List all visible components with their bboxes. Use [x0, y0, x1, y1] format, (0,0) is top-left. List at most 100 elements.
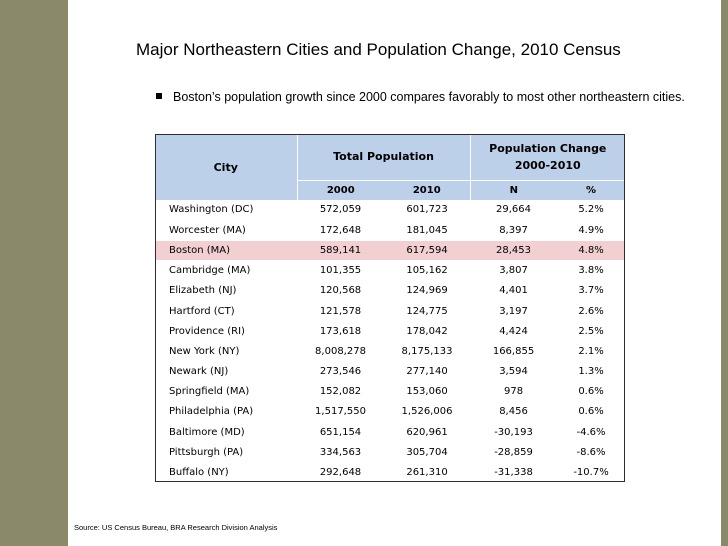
- change-n-cell: 4,424: [470, 320, 558, 342]
- change-pct-cell: 4.8%: [557, 239, 626, 261]
- change-pct-cell: 3.7%: [557, 280, 626, 301]
- population-2010-cell: 8,175,133: [384, 340, 471, 362]
- change-n-cell: 28,453: [470, 239, 558, 261]
- change-pct-cell: 0.6%: [557, 401, 626, 423]
- change-n-cell: 29,664: [496, 204, 532, 216]
- population-2000-cell: 152,082: [297, 381, 384, 402]
- change-pct-cell: 2.5%: [557, 320, 626, 342]
- population-2010-cell: 617,594: [384, 239, 471, 261]
- change-n-cell: 8,397: [470, 219, 558, 241]
- bullet-text: Boston’s population growth since 2000 co…: [173, 90, 685, 104]
- population-2000-cell: 101,355: [297, 260, 384, 281]
- population-2000-cell: 651,154: [297, 421, 384, 443]
- change-n-cell: 8,456: [470, 401, 558, 423]
- table-row: Boston (MA) 589,141 617,594 28,453 4.8%: [155, 239, 626, 261]
- change-pct-cell: 3.8%: [557, 260, 626, 281]
- table-row: New York (NY) 8,008,278 8,175,133 166,855 2.…: [155, 340, 626, 362]
- population-2010-cell: 153,060: [384, 381, 471, 402]
- change-n-header: N: [469, 179, 558, 200]
- city-cell: Springfield (MA): [155, 381, 297, 402]
- population-change-period: 2000-2010: [514, 158, 581, 172]
- city-cell: Buffalo (NY): [155, 461, 297, 483]
- city-cell: Providence (RI): [155, 320, 297, 342]
- table-row: Providence (RI) 173,618 178,042 4,424 2.5%: [155, 320, 626, 342]
- population-2000-cell: 572,059: [319, 204, 362, 216]
- slide-title: Major Northeastern Cities and Population…: [136, 40, 621, 59]
- population-2000-cell: 273,546: [297, 360, 384, 382]
- population-2010-cell: 305,704: [384, 441, 471, 463]
- population-2000-cell: 120,568: [297, 280, 384, 301]
- change-pct-cell: 5.2%: [578, 204, 604, 216]
- table-header: City Total Population Population Change …: [155, 134, 626, 200]
- table-row: Philadelphia (PA) 1,517,550 1,526,006 8,456…: [155, 401, 626, 423]
- table-row: Pittsburgh (PA) 334,563 305,704 -28,859 -8.6…: [155, 441, 626, 463]
- change-n-cell: 978: [470, 381, 558, 402]
- table-row: Newark (NJ) 273,546 277,140 3,594 1.3%: [155, 360, 626, 382]
- city-column-header: City: [213, 160, 238, 174]
- population-2010-cell: 261,310: [384, 461, 471, 483]
- population-2000-cell: 8,008,278: [297, 340, 384, 362]
- year-2010-header: 2010: [384, 179, 471, 200]
- change-pct-cell: 4.9%: [557, 219, 626, 241]
- table-body: Washington (DC) 572,059 601,723 29,664 5.2% W…: [155, 200, 626, 483]
- population-2010-cell: 178,042: [384, 320, 471, 342]
- year-2000-header: 2000: [296, 179, 384, 200]
- change-pct-cell: -8.6%: [557, 441, 626, 463]
- population-2000-cell: 334,563: [297, 441, 384, 463]
- table-row: Washington (DC) 572,059 601,723 29,664 5.2%: [155, 200, 625, 220]
- population-2000-cell: 121,578: [297, 300, 384, 322]
- source-note: Source: US Census Bureau, BRA Research D…: [74, 523, 278, 532]
- table-row: Hartford (CT) 121,578 124,775 3,197 2.6%: [155, 300, 626, 322]
- city-cell: New York (NY): [155, 340, 297, 362]
- population-2000-cell: 172,648: [297, 219, 384, 241]
- city-cell: Baltimore (MD): [155, 421, 297, 443]
- table-row: Buffalo (NY) 292,648 261,310 -31,338 -10.7%: [155, 461, 626, 483]
- table-row: Worcester (MA) 172,648 181,045 8,397 4.9%: [155, 219, 626, 241]
- change-pct-cell: -4.6%: [557, 421, 626, 443]
- population-2010-cell: 181,045: [384, 219, 471, 241]
- population-2010-cell: 124,775: [384, 300, 471, 322]
- population-2010-cell: 124,969: [384, 280, 471, 301]
- change-n-cell: 4,401: [470, 280, 558, 301]
- change-n-cell: 3,807: [470, 260, 558, 281]
- change-pct-header: %: [557, 179, 626, 200]
- change-pct-cell: 0.6%: [557, 381, 626, 402]
- table-row: Springfield (MA) 152,082 153,060 978 0.6%: [155, 381, 626, 402]
- change-n-cell: 3,197: [470, 300, 558, 322]
- population-table: City Total Population Population Change …: [155, 134, 626, 483]
- change-n-cell: -31,338: [470, 461, 558, 483]
- total-population-header: Total Population: [296, 134, 471, 180]
- population-2000-cell: 589,141: [297, 239, 384, 261]
- left-sidebar-band: [0, 0, 68, 546]
- change-pct-cell: 2.6%: [557, 300, 626, 322]
- table-row: Cambridge (MA) 101,355 105,162 3,807 3.8%: [155, 260, 626, 281]
- change-n-cell: 166,855: [470, 340, 558, 362]
- population-2000-cell: 292,648: [297, 461, 384, 483]
- population-change-header: Population Change 2000-2010: [469, 134, 626, 180]
- population-2000-cell: 173,618: [297, 320, 384, 342]
- table-row: Elizabeth (NJ) 120,568 124,969 4,401 3.7%: [155, 280, 626, 301]
- city-cell: Cambridge (MA): [155, 260, 297, 281]
- change-pct-cell: 2.1%: [557, 340, 626, 362]
- city-cell: Hartford (CT): [155, 300, 297, 322]
- city-cell: Washington (DC): [169, 204, 254, 216]
- square-bullet-icon: [156, 93, 162, 99]
- population-2010-cell: 620,961: [384, 421, 471, 443]
- city-cell: Worcester (MA): [155, 219, 297, 241]
- right-sidebar-band: [721, 0, 728, 546]
- city-cell: Pittsburgh (PA): [155, 441, 297, 463]
- table-row: Baltimore (MD) 651,154 620,961 -30,193 -4.6%: [155, 421, 626, 443]
- population-2010-cell: 1,526,006: [384, 401, 471, 423]
- population-2010-cell: 105,162: [384, 260, 471, 281]
- population-2010-cell: 277,140: [384, 360, 471, 382]
- population-2000-cell: 1,517,550: [297, 401, 384, 423]
- change-n-cell: -30,193: [470, 421, 558, 443]
- city-cell: Elizabeth (NJ): [155, 280, 297, 301]
- city-cell: Philadelphia (PA): [155, 401, 297, 423]
- header-row-sub: 2000 2010 N %: [155, 179, 626, 200]
- population-2010-cell: 601,723: [406, 204, 448, 216]
- change-pct-cell: -10.7%: [557, 461, 626, 483]
- change-n-cell: 3,594: [470, 360, 558, 382]
- city-cell: Boston (MA): [155, 239, 297, 261]
- change-n-cell: -28,859: [470, 441, 558, 463]
